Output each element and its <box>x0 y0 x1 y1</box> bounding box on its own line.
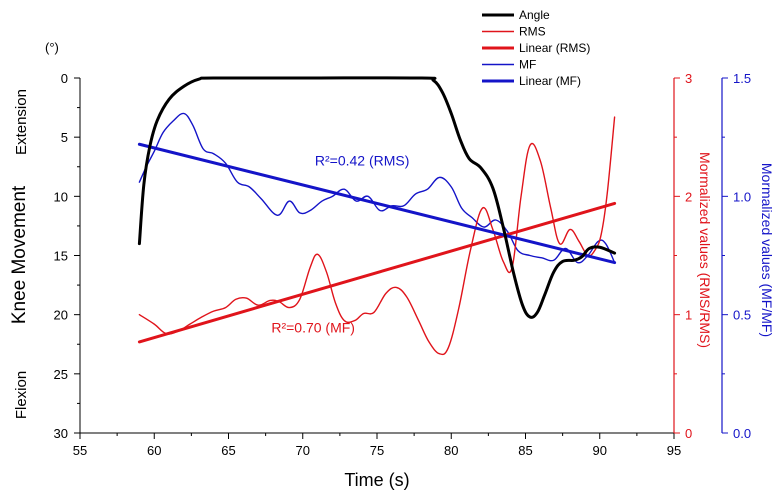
right-rms-tick-label: 3 <box>685 71 692 86</box>
right-mf-tick-label: 0.5 <box>733 308 751 323</box>
right-mf-tick-label: 1.0 <box>733 189 751 204</box>
r2-mf-annotation: R²=0.70 (MF) <box>271 319 355 335</box>
right-rms-tick-label: 1 <box>685 308 692 323</box>
right-axis-rms-title: Mormalized values (RMS/RMS) <box>697 152 713 348</box>
x-tick-label: 70 <box>296 443 310 458</box>
legend-label-angle: Angle <box>519 8 550 22</box>
x-tick-label: 80 <box>444 443 458 458</box>
x-tick-label: 95 <box>667 443 681 458</box>
series-angle-line <box>137 76 617 319</box>
right-mf-tick-label: 0.0 <box>733 426 751 441</box>
x-axis-title: Time (s) <box>344 470 409 490</box>
left-tick-label: 5 <box>61 130 68 145</box>
left-axis-bottom-label: Flexion <box>13 371 30 419</box>
right-mf-tick-label: 1.5 <box>733 71 751 86</box>
legend-label-linear-mf: Linear (MF) <box>519 74 581 88</box>
x-tick-label: 75 <box>370 443 384 458</box>
right-axis-mf-title: Mormalized values (MF/MF) <box>759 163 773 337</box>
left-axis-title: Knee Movement <box>9 185 30 324</box>
x-tick-label: 55 <box>73 443 87 458</box>
left-tick-label: 20 <box>54 308 68 323</box>
labels-layer: Time (s) (°) Knee Movement Extension Flexion… <box>9 40 773 490</box>
x-tick-label: 85 <box>518 443 532 458</box>
plot-layer <box>137 76 617 356</box>
series-linear-rms-line <box>137 201 617 344</box>
series-mf-line <box>138 112 616 264</box>
left-tick-label: 25 <box>54 367 68 382</box>
right-rms-tick-label: 0 <box>685 426 692 441</box>
legend-label-rms: RMS <box>519 25 546 39</box>
r2-rms-annotation: R²=0.42 (RMS) <box>315 153 410 169</box>
legend: Angle RMS Linear (RMS) MF Linear (MF) <box>482 8 590 88</box>
series-rms-line <box>138 116 616 356</box>
left-axis-unit: (°) <box>45 40 59 55</box>
series-linear-mf-line <box>137 142 617 265</box>
legend-label-mf: MF <box>519 58 536 72</box>
x-tick-label: 65 <box>221 443 235 458</box>
x-tick-label: 60 <box>147 443 161 458</box>
left-tick-label: 10 <box>54 189 68 204</box>
right-rms-tick-label: 2 <box>685 189 692 204</box>
left-axis-top-label: Extension <box>13 89 30 155</box>
x-tick-label: 90 <box>593 443 607 458</box>
axes-layer: 55 60 65 70 75 80 85 90 95 0 5 10 15 20 25 30 0 1 2 3 0.0 0.5… <box>54 71 752 458</box>
left-tick-label: 30 <box>54 426 68 441</box>
left-tick-label: 15 <box>54 249 68 264</box>
legend-label-linear-rms: Linear (RMS) <box>519 41 590 55</box>
left-tick-label: 0 <box>61 71 68 86</box>
